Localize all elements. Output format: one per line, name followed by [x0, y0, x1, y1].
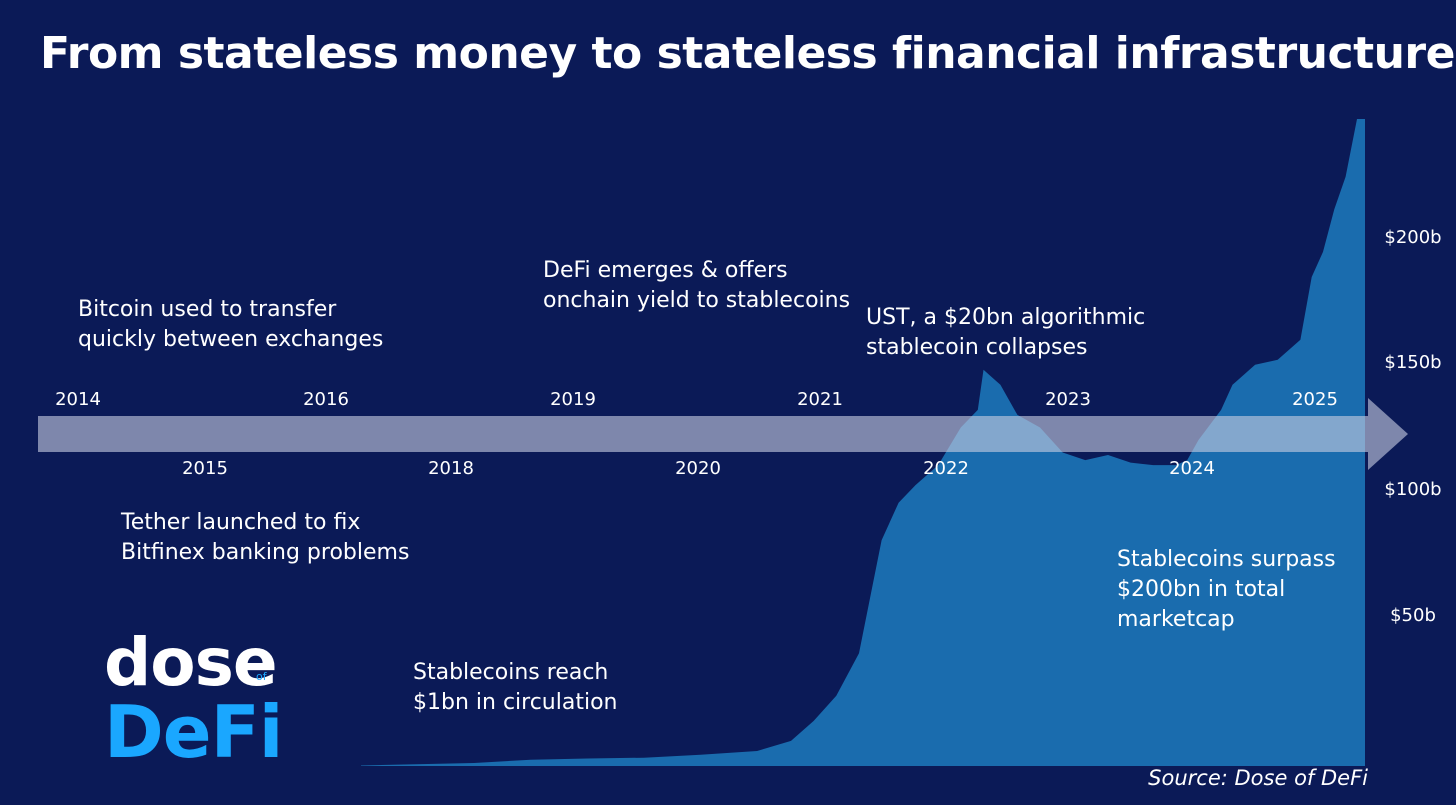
x-tick-2021: 2021 [797, 389, 843, 410]
annotation-1bn-line2: $1bn in circulation [413, 690, 618, 715]
timeline-arrow [38, 398, 1408, 470]
annotation-1bn-line1: Stablecoins reach [413, 660, 609, 685]
annotation-ust: UST, a $20bn algorithmic stablecoin coll… [866, 303, 1145, 363]
annotation-tether: Tether launched to fix Bitfinex banking … [121, 508, 409, 568]
annotation-tether-line1: Tether launched to fix [121, 510, 361, 535]
x-tick-2018: 2018 [428, 458, 474, 479]
annotation-ust-line2: stablecoin collapses [866, 335, 1088, 360]
y-tick-50: $50b [1390, 605, 1436, 626]
chart-title: From stateless money to stateless financ… [40, 28, 1455, 79]
annotation-200bn: Stablecoins surpass $200bn in total mark… [1117, 545, 1336, 635]
annotation-ust-line1: UST, a $20bn algorithmic [866, 305, 1146, 330]
annotation-200bn-line3: marketcap [1117, 607, 1235, 632]
logo-dose: dose [104, 624, 278, 701]
annotation-tether-line2: Bitfinex banking problems [121, 540, 410, 565]
x-tick-2020: 2020 [675, 458, 721, 479]
y-tick-150: $150b [1384, 352, 1441, 373]
annotation-200bn-line2: $200bn in total [1117, 577, 1286, 602]
y-tick-100: $100b [1384, 479, 1441, 500]
annotation-defi-line1: DeFi emerges & offers [543, 258, 788, 283]
annotation-bitcoin-line1: Bitcoin used to transfer [78, 297, 337, 322]
dose-of-defi-logo: dose of DeFi [104, 624, 283, 774]
source-caption: Source: Dose of DeFi [1148, 766, 1368, 790]
marketcap-area [361, 119, 1365, 766]
logo-of: of [256, 670, 267, 683]
x-tick-2023: 2023 [1045, 389, 1091, 410]
y-tick-200: $200b [1384, 227, 1441, 248]
x-tick-2014: 2014 [55, 389, 101, 410]
annotation-bitcoin-line2: quickly between exchanges [78, 327, 384, 352]
x-tick-2024: 2024 [1169, 458, 1215, 479]
x-tick-2022: 2022 [923, 458, 969, 479]
logo-defi: DeFi [104, 690, 283, 774]
y-axis-labels: $50b $100b $150b $200b [1384, 227, 1441, 626]
annotation-defi: DeFi emerges & offers onchain yield to s… [543, 256, 850, 316]
annotation-1bn: Stablecoins reach $1bn in circulation [413, 658, 618, 718]
x-tick-2025: 2025 [1292, 389, 1338, 410]
x-tick-2019: 2019 [550, 389, 596, 410]
annotation-bitcoin: Bitcoin used to transfer quickly between… [78, 295, 383, 355]
annotation-defi-line2: onchain yield to stablecoins [543, 288, 851, 313]
x-tick-2015: 2015 [182, 458, 228, 479]
timeline-year-labels: 2014 2015 2016 2018 2019 2020 2021 2022 2023 2024… [55, 389, 1338, 479]
annotation-200bn-line1: Stablecoins surpass [1117, 547, 1336, 572]
x-tick-2016: 2016 [303, 389, 349, 410]
